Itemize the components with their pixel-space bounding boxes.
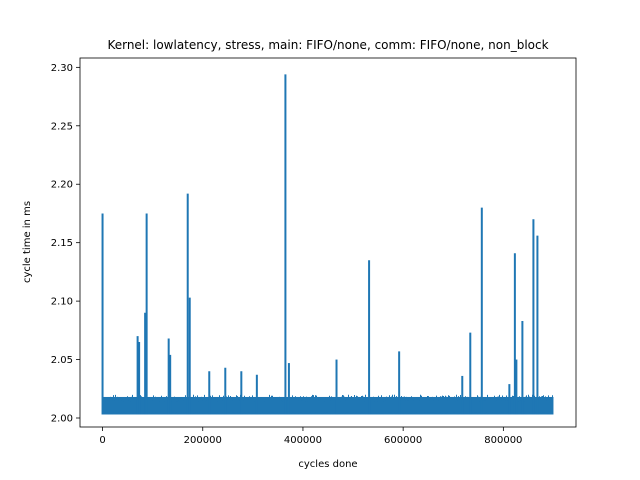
x-axis: 0 200000 400000 600000 800000 bbox=[99, 427, 522, 446]
x-tick-label: 200000 bbox=[184, 435, 222, 446]
x-tick-label: 600000 bbox=[384, 435, 422, 446]
plot-area bbox=[101, 74, 554, 415]
x-axis-label: cycles done bbox=[298, 459, 357, 470]
y-tick-label: 2.15 bbox=[51, 238, 73, 249]
chart-title: Kernel: lowlatency, stress, main: FIFO/n… bbox=[107, 38, 548, 52]
x-tick-label: 800000 bbox=[484, 435, 522, 446]
y-axis: 2.00 2.05 2.10 2.15 2.20 2.25 2.30 bbox=[51, 63, 80, 425]
y-tick-label: 2.10 bbox=[51, 297, 73, 308]
y-tick-label: 2.20 bbox=[51, 180, 73, 191]
y-tick-label: 2.05 bbox=[51, 355, 73, 366]
x-tick-label: 0 bbox=[99, 435, 105, 446]
y-tick-label: 2.25 bbox=[51, 121, 73, 132]
y-tick-label: 2.00 bbox=[51, 414, 73, 425]
x-tick-label: 400000 bbox=[284, 435, 322, 446]
y-tick-label: 2.30 bbox=[51, 63, 73, 74]
y-axis-label: cycle time in ms bbox=[22, 201, 33, 283]
plot-frame bbox=[79, 57, 577, 428]
